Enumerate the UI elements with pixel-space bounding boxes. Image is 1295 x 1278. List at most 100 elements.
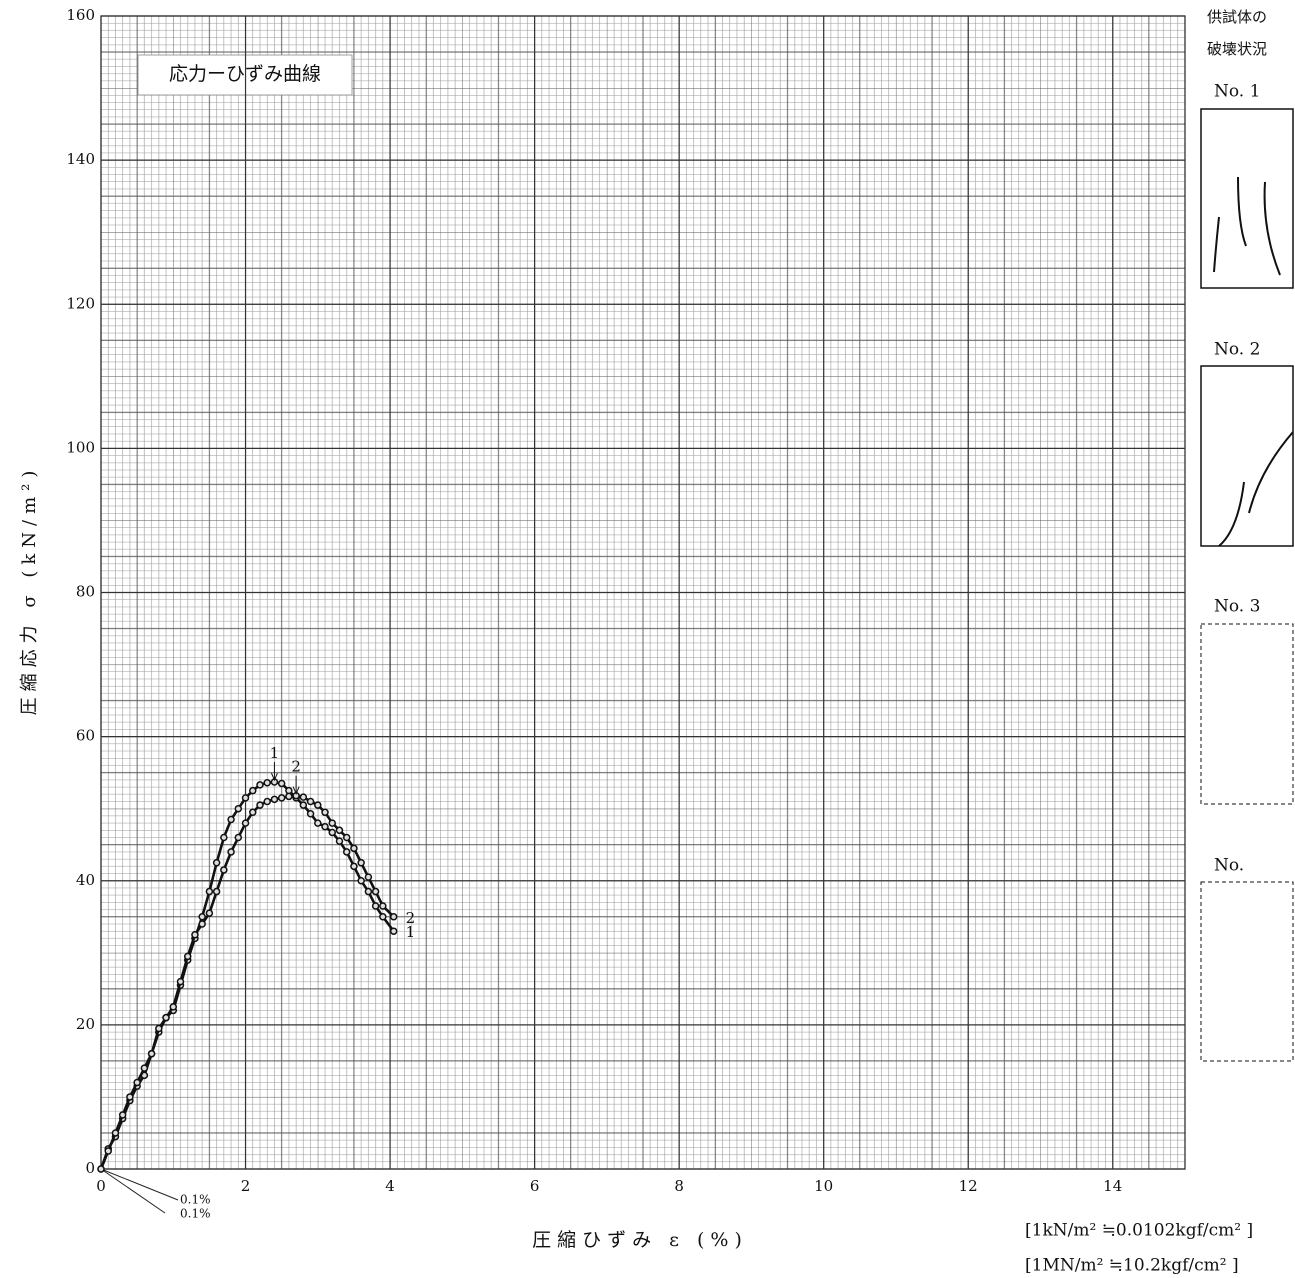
data-point (227, 815, 235, 824)
data-point (277, 779, 286, 788)
annotation-leader (100, 1168, 179, 1201)
data-point (227, 848, 235, 856)
y-tick-label: 0 (85, 1159, 95, 1177)
x-tick-label: 14 (1103, 1177, 1122, 1195)
annotation: 0.1% (180, 1207, 211, 1221)
data-point (364, 887, 373, 896)
data-point (133, 1078, 141, 1087)
data-point (389, 927, 398, 935)
data-point (256, 781, 264, 789)
data-point (299, 801, 308, 809)
data-point (249, 808, 257, 817)
specimen-box (1200, 365, 1294, 547)
data-point (314, 801, 322, 809)
y-tick-label: 20 (76, 1015, 95, 1033)
data-point (314, 819, 322, 827)
x-tick-label: 0 (96, 1177, 106, 1195)
crack-sketch (1218, 431, 1294, 547)
data-point (379, 913, 387, 921)
annotation-leader (100, 1168, 166, 1214)
data-point (306, 809, 315, 818)
data-point (126, 1093, 134, 1101)
y-axis-label: 圧縮応力 σ (kN/m²) (19, 465, 40, 716)
x-tick-label: 12 (959, 1177, 978, 1195)
data-point (263, 797, 271, 806)
data-point (111, 1129, 120, 1137)
side-title: 破壊状況 (1207, 40, 1267, 58)
y-tick-label: 100 (66, 438, 95, 456)
series-end-label: 1 (406, 923, 416, 941)
specimen-label: No. 2 (1214, 340, 1260, 360)
data-point (104, 1147, 112, 1155)
data-point (306, 797, 315, 806)
data-point (342, 848, 351, 856)
x-tick-label: 6 (530, 1177, 540, 1195)
data-point (176, 977, 185, 986)
data-point (241, 794, 250, 802)
data-point (364, 873, 373, 881)
data-point (220, 833, 228, 842)
data-point (198, 920, 206, 928)
data-point (183, 952, 192, 961)
data-point (198, 913, 206, 921)
data-point (234, 833, 243, 842)
x-tick-label: 10 (814, 1177, 833, 1195)
data-point (342, 833, 351, 842)
data-point (389, 913, 398, 921)
specimen-label: No. 1 (1214, 82, 1260, 102)
peak-arrow-head (270, 772, 278, 782)
data-point (371, 887, 380, 896)
x-axis-label: 圧縮ひずみ ε (%) (532, 1229, 748, 1251)
data-point (328, 828, 337, 837)
data-point (212, 887, 221, 896)
data-point (285, 792, 293, 801)
data-point (140, 1064, 149, 1072)
data-point (263, 778, 271, 787)
unit-note: [1kN/m² ≒0.0102kgf/cm² ] (1025, 1221, 1253, 1241)
y-tick-label: 60 (76, 727, 95, 745)
data-point (350, 862, 358, 871)
data-point (357, 877, 365, 885)
y-tick-label: 40 (76, 871, 95, 889)
x-tick-label: 8 (674, 1177, 684, 1195)
peak-arrow-head (292, 786, 300, 795)
specimen-box (1200, 881, 1294, 1062)
data-point (97, 1165, 105, 1173)
y-tick-label: 160 (66, 6, 95, 24)
specimen-label: No. (1214, 856, 1244, 876)
data-point (155, 1024, 163, 1033)
data-point (321, 808, 329, 817)
data-point (335, 826, 344, 835)
peak-label: 1 (270, 744, 280, 762)
data-point (270, 795, 279, 804)
data-point (328, 819, 337, 827)
data-point (162, 1013, 170, 1022)
series-end-label: 2 (406, 909, 416, 927)
data-point (350, 844, 358, 853)
data-point (241, 819, 250, 827)
specimen-box (1200, 623, 1294, 805)
data-point (220, 866, 228, 874)
data-point (335, 837, 344, 845)
data-point (379, 902, 387, 910)
data-point (371, 902, 380, 910)
data-point (321, 822, 329, 831)
y-tick-label: 140 (66, 150, 95, 168)
data-point (147, 1049, 156, 1058)
crack-sketch (1213, 176, 1281, 276)
specimen-box (1200, 108, 1294, 289)
data-point (299, 793, 308, 801)
data-point (191, 931, 199, 939)
data-point (205, 909, 214, 917)
specimen-label: No. 3 (1214, 597, 1260, 617)
side-title: 供試体の (1207, 8, 1267, 26)
data-point (212, 858, 221, 867)
data-point (169, 1003, 178, 1011)
annotation: 0.1% (180, 1193, 211, 1207)
y-tick-label: 120 (66, 294, 95, 312)
data-point (118, 1111, 127, 1119)
unit-note: [1MN/m² ≒10.2kgf/cm² ] (1025, 1256, 1239, 1276)
y-tick-label: 80 (76, 583, 95, 601)
data-point (234, 804, 243, 813)
